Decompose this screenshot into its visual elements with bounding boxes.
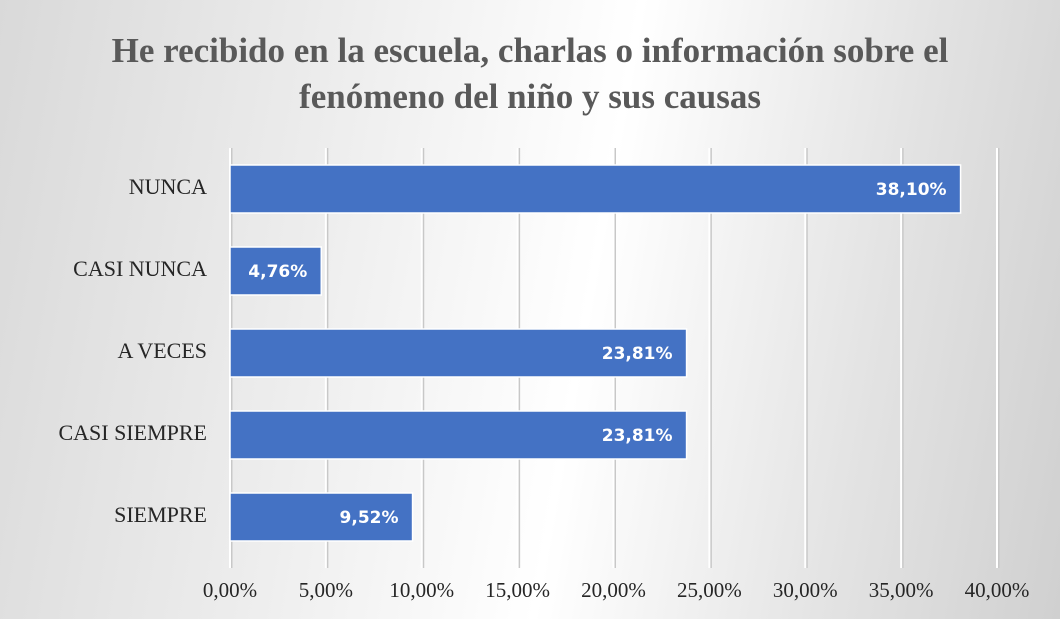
x-tick-label: 35,00% xyxy=(869,578,934,602)
x-tick-label: 5,00% xyxy=(299,578,353,602)
data-label: 4,76% xyxy=(248,262,307,282)
x-tick-label: 40,00% xyxy=(965,578,1030,602)
y-tick-label: A VECES xyxy=(118,338,207,363)
x-tick-label: 20,00% xyxy=(581,578,646,602)
data-label: 9,52% xyxy=(340,508,399,528)
y-tick-label: SIEMPRE xyxy=(114,502,207,527)
bar xyxy=(229,410,688,460)
bar xyxy=(229,492,414,542)
data-label: 23,81% xyxy=(602,426,673,446)
x-tick-label: 30,00% xyxy=(773,578,838,602)
x-tick-label: 25,00% xyxy=(677,578,742,602)
bar xyxy=(229,164,962,214)
y-tick-label: CASI SIEMPRE xyxy=(58,420,207,445)
x-tick-label: 0,00% xyxy=(203,578,257,602)
data-label: 38,10% xyxy=(876,180,947,200)
data-label: 23,81% xyxy=(602,344,673,364)
bar xyxy=(229,246,323,296)
bar xyxy=(229,328,688,378)
y-tick-label: NUNCA xyxy=(129,174,207,199)
y-tick-label: CASI NUNCA xyxy=(73,256,207,281)
x-tick-label: 10,00% xyxy=(389,578,454,602)
chart-title: He recibido en la escuela, charlas o inf… xyxy=(111,31,949,116)
x-tick-label: 15,00% xyxy=(485,578,550,602)
